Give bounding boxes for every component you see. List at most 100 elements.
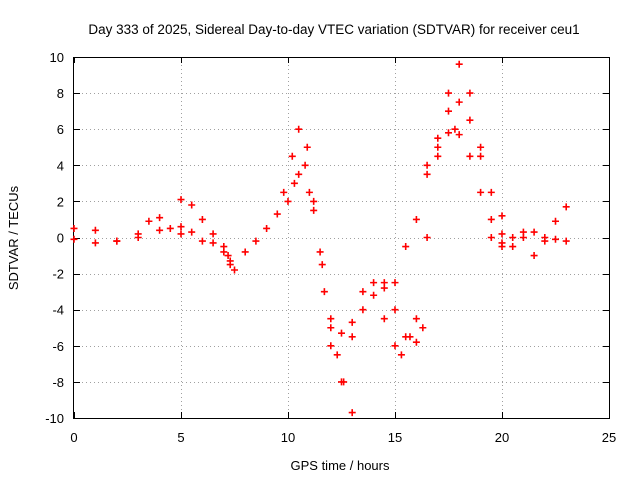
x-tick-label: 20 [495, 430, 509, 445]
data-point [359, 288, 367, 296]
data-point [434, 143, 442, 151]
data-point [423, 161, 431, 169]
data-point [359, 306, 367, 314]
data-point [380, 279, 388, 287]
series-satellite-arcs-2 [70, 223, 232, 260]
data-point [477, 143, 485, 151]
data-point [280, 188, 288, 196]
data-point [530, 252, 538, 260]
y-tick-label: 0 [57, 231, 64, 246]
data-point [318, 261, 326, 269]
data-point [220, 243, 228, 251]
data-point [188, 201, 196, 209]
x-axis-label: GPS time / hours [291, 458, 390, 473]
data-point [91, 226, 99, 234]
data-point [134, 234, 142, 241]
y-tick-label: -6 [52, 339, 64, 354]
data-point [177, 230, 185, 238]
data-point [303, 143, 311, 151]
y-tick-label: 2 [57, 194, 64, 209]
series-satellite-arcs-11 [498, 228, 570, 251]
data-point [156, 214, 164, 222]
data-point [231, 266, 238, 274]
data-point [509, 234, 517, 241]
y-tick-label: -4 [52, 303, 64, 318]
data-point [412, 215, 420, 223]
data-point [498, 230, 506, 238]
data-point [434, 152, 442, 160]
data-point [552, 217, 559, 225]
series-satellite-arcs-5 [280, 125, 356, 417]
data-point [252, 237, 260, 245]
data-point [284, 197, 292, 205]
data-point [419, 324, 427, 332]
data-point [487, 188, 495, 196]
y-tick-label: -2 [52, 267, 64, 282]
data-point [177, 223, 185, 231]
data-point [445, 107, 452, 115]
x-tick-label: 25 [602, 430, 616, 445]
data-point [340, 378, 348, 386]
data-point [391, 279, 399, 287]
data-points [70, 60, 570, 417]
data-point [530, 228, 538, 236]
data-point [316, 248, 324, 256]
data-point [466, 89, 474, 97]
y-tick-label: -10 [45, 411, 64, 426]
data-point [333, 351, 341, 359]
data-point [423, 170, 431, 178]
x-tick-label: 10 [281, 430, 295, 445]
data-point [156, 226, 164, 234]
data-point [562, 203, 570, 211]
data-point [487, 215, 495, 223]
data-point [273, 210, 281, 218]
data-point [166, 224, 174, 232]
data-point [370, 291, 378, 299]
series-satellite-arcs-7 [348, 60, 506, 359]
data-point [445, 129, 452, 137]
data-point [310, 206, 318, 214]
series-satellite-arcs-9 [423, 98, 495, 223]
data-point [402, 333, 410, 341]
data-point [301, 161, 309, 169]
x-tick-label: 0 [70, 430, 77, 445]
data-point [295, 125, 303, 133]
data-point [320, 288, 328, 296]
plot-frame [73, 57, 610, 419]
data-point [370, 279, 378, 287]
data-point [402, 243, 410, 251]
data-point [209, 239, 217, 247]
series-satellite-arcs-8 [380, 279, 427, 346]
data-point [338, 329, 345, 337]
data-point [327, 324, 335, 332]
axis-ticks: 0 5 10 15 20 25 -10 -8 -6 -4 -2 0 2 4 6 8 10 [45, 50, 616, 445]
data-point [288, 152, 296, 160]
data-point [263, 224, 271, 232]
data-point [455, 131, 463, 139]
data-point [445, 89, 452, 97]
chart-title: Day 333 of 2025, Sidereal Day-to-day VTE… [88, 22, 579, 37]
y-tick-label: 8 [57, 86, 64, 101]
data-point [226, 257, 234, 265]
data-point [391, 342, 399, 350]
series-satellite-arcs-6 [290, 161, 348, 386]
data-point [91, 239, 99, 247]
data-point [477, 152, 485, 160]
data-point [327, 342, 335, 350]
data-point [113, 237, 121, 245]
data-point [198, 215, 206, 223]
data-point [412, 338, 420, 346]
data-point [466, 116, 474, 124]
y-tick-label: 10 [50, 50, 64, 65]
data-point [145, 217, 153, 225]
series-satellite-arcs-3 [177, 196, 234, 265]
data-point [348, 409, 356, 417]
data-point [295, 170, 303, 178]
data-point [348, 333, 356, 341]
data-point [487, 234, 495, 241]
y-tick-label: -8 [52, 375, 64, 390]
data-point [451, 125, 459, 133]
x-tick-label: 15 [388, 430, 402, 445]
data-point [541, 237, 549, 245]
y-axis-label: SDTVAR / TECUs [6, 185, 21, 290]
